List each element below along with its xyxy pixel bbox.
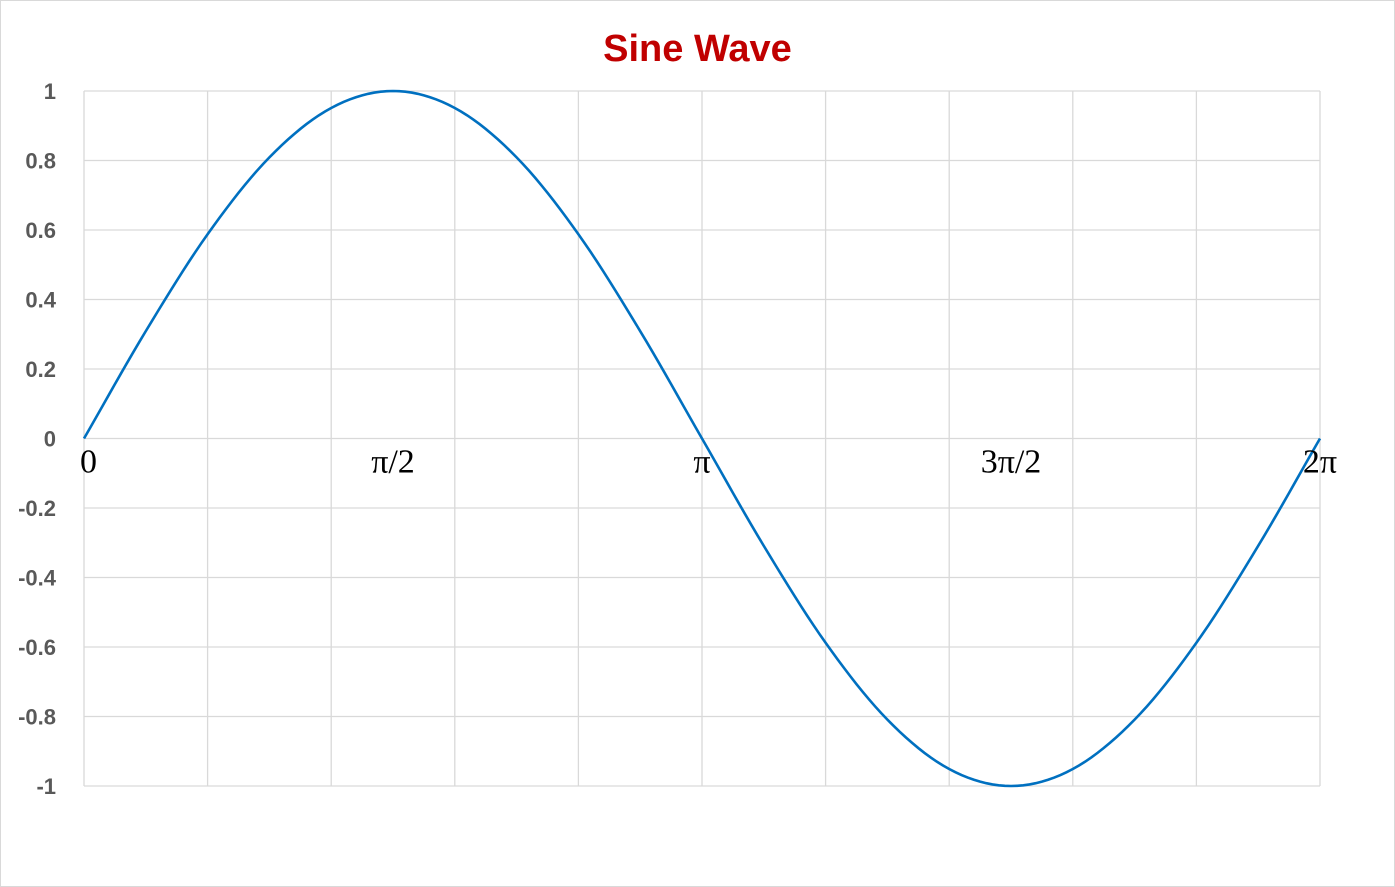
y-tick-label: 0.6 <box>25 218 56 243</box>
y-tick-label: 0.4 <box>25 288 56 313</box>
y-tick-label: 0.2 <box>25 357 56 382</box>
x-tick-label: π <box>693 444 710 481</box>
y-tick-label: -0.6 <box>18 635 56 660</box>
y-tick-label: 0 <box>44 427 56 452</box>
y-tick-label: -0.2 <box>18 496 56 521</box>
y-tick-label: -1 <box>36 774 56 799</box>
y-tick-label: 0.8 <box>25 149 56 174</box>
x-tick-label: 3π/2 <box>981 444 1042 481</box>
y-tick-label: -0.8 <box>18 705 56 730</box>
x-tick-label: 0 <box>80 444 97 481</box>
y-tick-label: 1 <box>44 79 56 104</box>
chart-title: Sine Wave <box>603 28 792 70</box>
y-tick-label: -0.4 <box>18 566 57 591</box>
x-tick-label: 2π <box>1303 444 1337 481</box>
sine-series-line <box>82 89 1322 788</box>
x-tick-label: π/2 <box>371 444 415 481</box>
